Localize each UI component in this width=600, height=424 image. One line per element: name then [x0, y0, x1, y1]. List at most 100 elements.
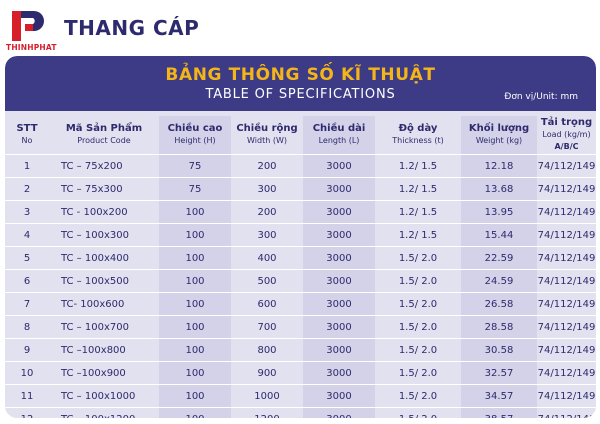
height-cell: 100	[159, 315, 231, 339]
weight-cell: 12.18	[461, 154, 537, 178]
length-cell: 3000	[303, 246, 375, 270]
height-cell: 75	[159, 154, 231, 178]
load-cell: 74/112/149	[537, 292, 596, 316]
length-cell: 3000	[303, 154, 375, 178]
width-cell: 200	[231, 200, 303, 224]
length-cell: 3000	[303, 384, 375, 408]
stt-cell: 4	[5, 223, 49, 247]
thickness-cell: 1.5/ 2.0	[375, 269, 461, 293]
column-header-width: Chiều rộng Width (W)	[231, 116, 303, 155]
column-header-sub: Thickness (t)	[392, 136, 444, 145]
column-header-length: Chiều dài Length (L)	[303, 116, 375, 155]
weight-cell: 38.57	[461, 407, 537, 418]
column-header-label: Mã Sản Phẩm	[65, 123, 143, 134]
thickness-cell: 1.5/ 2.0	[375, 246, 461, 270]
thickness-cell: 1.2/ 1.5	[375, 177, 461, 201]
load-cell: 74/112/149	[537, 154, 596, 178]
weight-cell: 34.57	[461, 384, 537, 408]
weight-cell: 30.58	[461, 338, 537, 362]
product-name: THANG CÁP	[64, 16, 200, 40]
weight-cell: 28.58	[461, 315, 537, 339]
column-header-thickness: Độ dày Thickness (t)	[375, 116, 461, 155]
load-cell: 74/112/149	[537, 361, 596, 385]
product-code-cell: TC – 75x200	[49, 154, 159, 178]
table-row: 12TC – 100x1200100120030001.5/ 2.038.577…	[5, 407, 596, 418]
column-header-sub: Weight (kg)	[475, 136, 523, 145]
product-code-cell: TC – 75x300	[49, 177, 159, 201]
product-code-cell: TC – 100x700	[49, 315, 159, 339]
table-row: 3 TC - 100x200 100 200 3000 1.2/ 1.5 13.95 74/1…	[5, 200, 596, 224]
stt-cell: 11	[5, 384, 49, 408]
width-cell: 700	[231, 315, 303, 339]
length-cell: 3000	[303, 407, 375, 418]
load-cell: 74/112/149	[537, 338, 596, 362]
width-cell: 1200	[231, 407, 303, 418]
column-header-label: Độ dày	[398, 123, 438, 134]
height-cell: 100	[159, 292, 231, 316]
weight-cell: 13.95	[461, 200, 537, 224]
height-cell: 100	[159, 200, 231, 224]
column-header-sub: Width (W)	[247, 136, 287, 145]
product-code-cell: TC- 100x600	[49, 292, 159, 316]
weight-cell: 13.68	[461, 177, 537, 201]
column-header-label: Chiều cao	[167, 123, 223, 134]
column-header-sub2: A/B/C	[554, 142, 579, 151]
length-cell: 3000	[303, 292, 375, 316]
thickness-cell: 1.2/ 1.5	[375, 223, 461, 247]
table-row: 7 TC- 100x600 100 600 3000 1.5/ 2.0 26.58 74/11…	[5, 292, 596, 316]
width-cell: 200	[231, 154, 303, 178]
table-row: 2 TC – 75x300 75 300 3000 1.2/ 1.5 13.68 74/112…	[5, 177, 596, 201]
width-cell: 1000	[231, 384, 303, 408]
stt-cell: 6	[5, 269, 49, 293]
height-cell: 100	[159, 269, 231, 293]
length-cell: 3000	[303, 200, 375, 224]
stt-cell: 10	[5, 361, 49, 385]
height-cell: 75	[159, 177, 231, 201]
product-code-cell: TC – 100x400	[49, 246, 159, 270]
column-header-height: Chiều cao Height (H)	[159, 116, 231, 155]
unit-note: Đơn vị/Unit: mm	[504, 92, 578, 102]
specifications-table: STT No Mã Sản Phẩm Product Code Chiều cao H…	[5, 116, 596, 418]
table-title-english: TABLE OF SPECIFICATIONS	[205, 87, 396, 102]
product-code-cell: TC –100x800	[49, 338, 159, 362]
thickness-cell: 1.2/ 1.5	[375, 154, 461, 178]
column-header-sub: Load (kg/m)	[542, 130, 591, 139]
width-cell: 300	[231, 223, 303, 247]
table-body: 1 TC – 75x200 75 200 3000 1.2/ 1.5 12.18 74/112…	[5, 154, 596, 418]
length-cell: 3000	[303, 223, 375, 247]
stt-cell: 1	[5, 154, 49, 178]
load-cell: 74/112/149	[537, 315, 596, 339]
column-header-label: STT	[16, 123, 38, 134]
column-header-sub: Height (H)	[174, 136, 216, 145]
table-row: 4 TC – 100x300 100 300 3000 1.2/ 1.5 15.44 74/1…	[5, 223, 596, 247]
table-row: 1 TC – 75x200 75 200 3000 1.2/ 1.5 12.18 74/112…	[5, 154, 596, 178]
length-cell: 3000	[303, 269, 375, 293]
column-header-sub: No	[21, 136, 33, 145]
column-header-sub: Length (L)	[318, 136, 360, 145]
table-row: 5 TC – 100x400 100 400 3000 1.5/ 2.0 22.59 74/1…	[5, 246, 596, 270]
thickness-cell: 1.5/ 2.0	[375, 361, 461, 385]
brand-header: THINHPHAT THANG CÁP	[6, 10, 200, 52]
height-cell: 100	[159, 338, 231, 362]
thinhphat-logo-icon	[12, 11, 44, 41]
spec-table-sheet: BẢNG THÔNG SỐ KĨ THUẬT TABLE OF SPECIFIC…	[5, 56, 596, 418]
thickness-cell: 1.5/ 2.0	[375, 384, 461, 408]
height-cell: 100	[159, 384, 231, 408]
stt-cell: 5	[5, 246, 49, 270]
height-cell: 100	[159, 361, 231, 385]
column-header-label: Khối lượng	[468, 123, 530, 134]
weight-cell: 26.58	[461, 292, 537, 316]
product-code-cell: TC - 100x200	[49, 200, 159, 224]
product-code-cell: TC – 100x300	[49, 223, 159, 247]
logo-wordmark: THINHPHAT	[6, 43, 57, 52]
product-code-cell: TC – 100x1200	[49, 407, 159, 418]
column-header-product-code: Mã Sản Phẩm Product Code	[49, 116, 159, 155]
stt-cell: 8	[5, 315, 49, 339]
stt-cell: 12	[5, 407, 49, 418]
load-cell: 74/112/149	[537, 269, 596, 293]
width-cell: 600	[231, 292, 303, 316]
weight-cell: 15.44	[461, 223, 537, 247]
table-row: 9 TC –100x800 100 800 3000 1.5/ 2.0 30.58 74/11…	[5, 338, 596, 362]
table-title-vietnamese: BẢNG THÔNG SỐ KĨ THUẬT	[165, 65, 436, 85]
thickness-cell: 1.5/ 2.0	[375, 407, 461, 418]
